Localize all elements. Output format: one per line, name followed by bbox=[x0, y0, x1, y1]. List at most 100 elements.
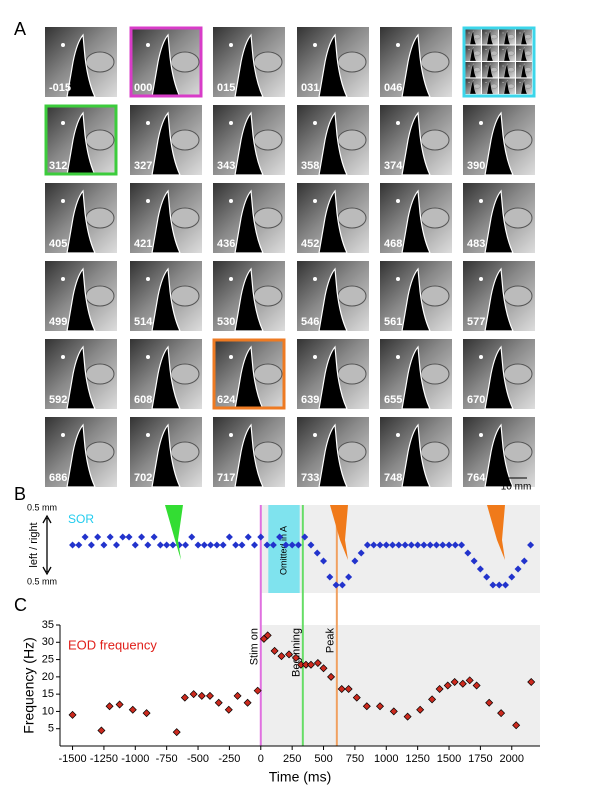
eod-point bbox=[97, 726, 106, 735]
frame-label: 343 bbox=[217, 160, 235, 172]
frame-label: 452 bbox=[301, 238, 319, 250]
sor-point bbox=[269, 541, 277, 549]
frame-tile: 468 bbox=[380, 183, 452, 253]
eod-point bbox=[428, 695, 437, 704]
event-label: Stim on bbox=[249, 628, 261, 665]
frame-tile: 046 bbox=[380, 27, 452, 97]
sor-point bbox=[476, 565, 484, 573]
eod-point bbox=[362, 702, 371, 711]
frame-tile: 514 bbox=[130, 261, 202, 331]
frame-label: 468 bbox=[384, 238, 402, 250]
frame-label: 670 bbox=[467, 394, 485, 406]
sor-point bbox=[395, 541, 403, 549]
frame-label: 764 bbox=[467, 472, 486, 484]
omitted-region bbox=[268, 505, 300, 593]
sor-point bbox=[294, 541, 302, 549]
series-label: EOD frequency bbox=[68, 637, 157, 652]
y-arrow bbox=[42, 514, 52, 576]
sor-point bbox=[439, 541, 447, 549]
frame-label: 390 bbox=[467, 160, 485, 172]
frame-label: 421 bbox=[134, 238, 152, 250]
sor-point bbox=[213, 541, 221, 549]
frame-tile: 748 bbox=[380, 417, 452, 487]
frame-tile: 015 bbox=[213, 27, 285, 97]
sor-point bbox=[345, 573, 353, 581]
sor-point bbox=[87, 541, 95, 549]
sor-point bbox=[100, 541, 108, 549]
eod-point bbox=[233, 691, 242, 700]
frame-border bbox=[44, 104, 118, 176]
eod-point bbox=[285, 650, 294, 659]
x-tick-label: 1250 bbox=[405, 753, 429, 765]
y-tick-label: 25 bbox=[42, 653, 54, 665]
sor-point bbox=[156, 541, 164, 549]
mini-frame bbox=[482, 45, 498, 61]
frame-tile: 592 bbox=[45, 339, 117, 409]
sor-point bbox=[276, 533, 284, 541]
frame-label: 358 bbox=[301, 160, 319, 172]
mini-frame bbox=[499, 29, 515, 45]
eod-point bbox=[306, 660, 315, 669]
sor-point bbox=[313, 549, 321, 557]
frame-tile: 546 bbox=[297, 261, 369, 331]
sor-point bbox=[495, 581, 503, 589]
frame-tile: 343 bbox=[213, 105, 285, 175]
sor-point bbox=[288, 541, 296, 549]
frame-label: 733 bbox=[301, 472, 319, 484]
frame-tile: 655 bbox=[380, 339, 452, 409]
scale-label: 10 mm bbox=[501, 482, 532, 493]
panel-label: A bbox=[14, 19, 26, 39]
x-tick-label: 750 bbox=[346, 753, 364, 765]
frame-border bbox=[462, 26, 536, 98]
fish-icon bbox=[330, 505, 348, 560]
frame-label: 702 bbox=[134, 472, 152, 484]
eod-point bbox=[403, 712, 412, 721]
eod-point bbox=[337, 684, 346, 693]
frame-label: 717 bbox=[217, 472, 235, 484]
eod-point bbox=[527, 678, 536, 687]
sor-point bbox=[483, 573, 491, 581]
mini-frame bbox=[499, 78, 515, 94]
series-label: SOR bbox=[68, 512, 94, 526]
sor-point bbox=[307, 541, 315, 549]
sor-point bbox=[257, 533, 265, 541]
plots: Omitted in A Stim on Beginning Peak SOR 0.5 m… bbox=[21, 502, 540, 785]
sor-point bbox=[420, 541, 428, 549]
sor-point bbox=[282, 541, 290, 549]
frame-tile: 499 bbox=[45, 261, 117, 331]
y-bottom-label: 0.5 mm bbox=[27, 576, 57, 586]
sor-point bbox=[401, 541, 409, 549]
frame-tile: 031 bbox=[297, 27, 369, 97]
eod-point bbox=[189, 690, 198, 699]
y-tick-label: 10 bbox=[42, 705, 54, 717]
frame-label: 031 bbox=[301, 82, 319, 94]
sor-point bbox=[238, 541, 246, 549]
sor-point bbox=[163, 541, 171, 549]
sor-point bbox=[501, 581, 509, 589]
sor-point bbox=[81, 533, 89, 541]
sor-point bbox=[194, 541, 202, 549]
eod-point bbox=[497, 709, 506, 718]
sor-point bbox=[106, 533, 114, 541]
x-tick-label: 1750 bbox=[468, 753, 492, 765]
sor-point bbox=[508, 573, 516, 581]
sor-point bbox=[363, 541, 371, 549]
eod-point bbox=[450, 678, 459, 687]
x-tick-label: -250 bbox=[218, 753, 240, 765]
eod-point bbox=[485, 698, 494, 707]
x-tick-label: 2000 bbox=[500, 753, 524, 765]
mini-frame bbox=[482, 78, 498, 94]
y-tick-label: 15 bbox=[42, 688, 54, 700]
frame-tile: 530 bbox=[213, 261, 285, 331]
sor-point bbox=[251, 541, 259, 549]
frame-label: 561 bbox=[384, 316, 402, 328]
mini-frame bbox=[465, 78, 481, 94]
sor-point bbox=[219, 541, 227, 549]
x-tick-label: -1500 bbox=[58, 753, 86, 765]
y-axis-label: left / right bbox=[28, 522, 40, 567]
sor-point bbox=[470, 557, 478, 565]
eod-point bbox=[291, 653, 300, 662]
fish-icon bbox=[487, 505, 505, 560]
frame-label: 015 bbox=[217, 82, 235, 94]
